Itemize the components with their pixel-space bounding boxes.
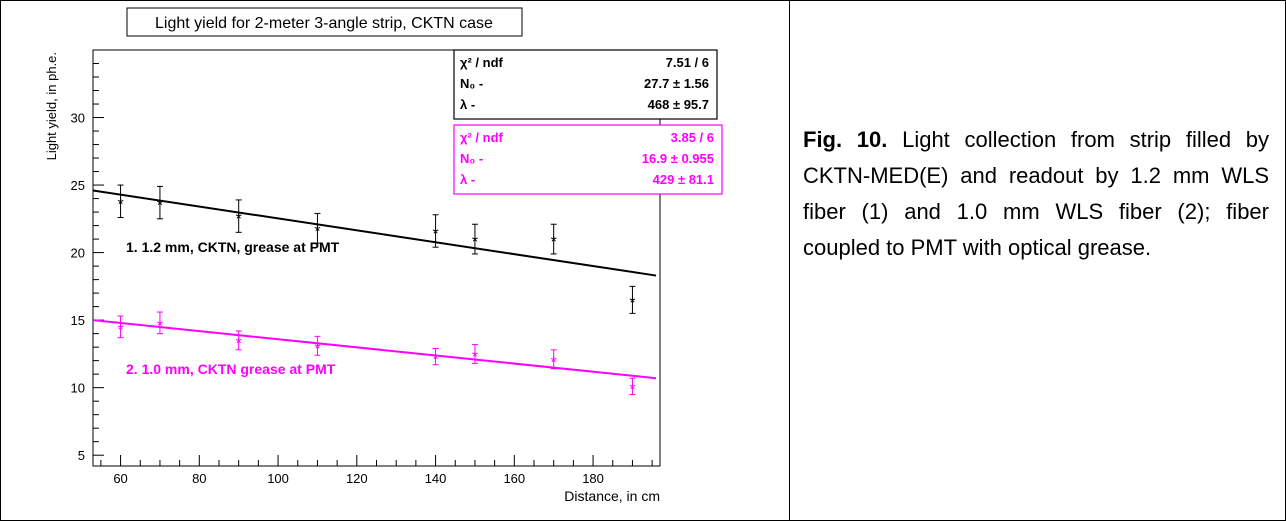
stats-label: λ -	[460, 172, 475, 187]
x-tick-label: 120	[346, 471, 368, 486]
data-point-series-1: *	[157, 198, 163, 215]
fit-line-series-1	[92, 189, 657, 277]
data-point-series-2: *	[629, 381, 635, 398]
y-tick-label: 25	[71, 178, 85, 193]
data-point-series-1: *	[629, 295, 635, 312]
data-point-series-1: *	[117, 196, 123, 213]
chart-title-box	[126, 7, 523, 37]
y-tick-label: 5	[78, 448, 85, 463]
stats-label: N₀ -	[460, 151, 483, 166]
data-point-series-2: *	[472, 349, 478, 366]
x-tick-label: 80	[192, 471, 206, 486]
data-point-series-2: *	[236, 335, 242, 352]
y-tick-label: 20	[71, 246, 85, 261]
x-axis-label: Distance, in cm	[564, 488, 660, 504]
y-tick-label: 30	[71, 111, 85, 126]
data-point-series-2: *	[551, 354, 557, 371]
stats-label: χ² / ndf	[460, 55, 504, 70]
figure-caption: Fig. 10. Light collection from strip fil…	[803, 122, 1269, 266]
x-tick-label: 100	[267, 471, 289, 486]
data-point-series-1: *	[236, 211, 242, 228]
x-tick-label: 180	[582, 471, 604, 486]
caption-text: Light collection from strip filled by CK…	[803, 127, 1270, 260]
y-tick-label: 15	[71, 313, 85, 328]
stats-label: λ -	[460, 97, 475, 112]
x-tick-label: 160	[503, 471, 525, 486]
stats-box-1	[453, 49, 718, 120]
stats-value: 7.51 / 6	[666, 55, 709, 70]
stats-box-2	[453, 124, 723, 195]
stats-value: 27.7 ± 1.56	[644, 76, 709, 91]
y-tick-label: 10	[71, 381, 85, 396]
stats-label: N₀ -	[460, 76, 483, 91]
data-point-series-1: *	[432, 226, 438, 243]
stats-value: 3.85 / 6	[671, 130, 714, 145]
light-yield-chart: Light yield for 2-meter 3-angle strip, C…	[44, 7, 723, 504]
column-divider	[789, 0, 790, 521]
series-label-1: 1. 1.2 mm, CKTN, grease at PMT	[126, 239, 340, 255]
x-tick-label: 140	[425, 471, 447, 486]
data-point-series-2: *	[157, 318, 163, 335]
data-point-series-1: *	[551, 234, 557, 251]
x-tick-label: 60	[113, 471, 127, 486]
stats-label: χ² / ndf	[460, 130, 504, 145]
caption-fig-label: Fig. 10.	[803, 127, 888, 152]
data-point-series-2: *	[314, 341, 320, 358]
data-point-series-1: *	[472, 234, 478, 251]
chart-title: Light yield for 2-meter 3-angle strip, C…	[155, 15, 493, 32]
stats-value: 16.9 ± 0.955	[642, 151, 714, 166]
data-point-series-2: *	[117, 322, 123, 339]
data-point-series-2: *	[432, 352, 438, 369]
y-axis-label: Light yield, in ph.e.	[44, 52, 59, 160]
fit-line-series-2	[92, 319, 657, 380]
series-label-2: 2. 1.0 mm, CKTN grease at PMT	[126, 361, 336, 377]
stats-value: 429 ± 81.1	[653, 172, 714, 187]
data-point-series-1: *	[314, 223, 320, 240]
stats-value: 468 ± 95.7	[648, 97, 709, 112]
